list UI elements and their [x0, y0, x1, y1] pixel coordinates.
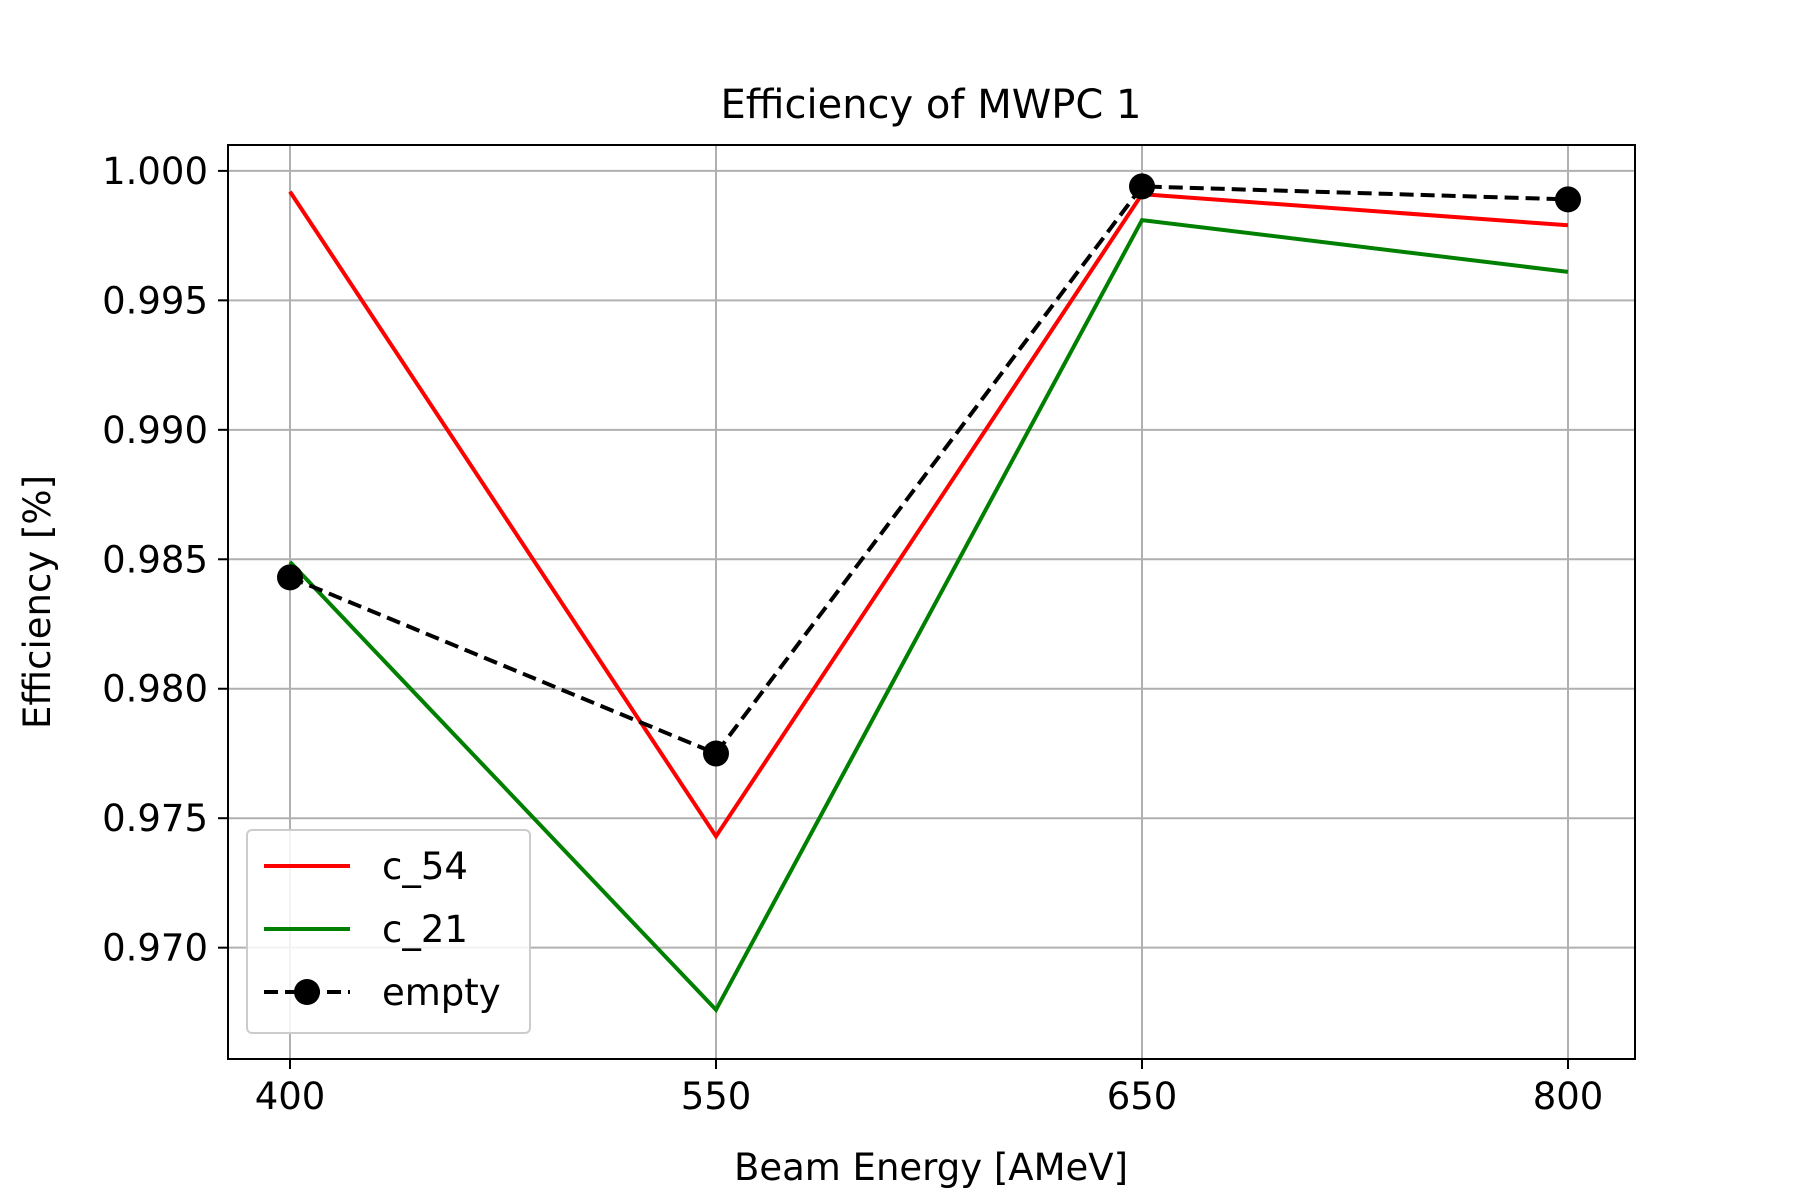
- y-tick-label: 0.975: [102, 797, 208, 840]
- y-tick-label: 0.980: [102, 668, 208, 711]
- y-axis-label: Efficiency [%]: [16, 475, 59, 729]
- x-tick-label: 650: [1107, 1075, 1178, 1118]
- ticks: 400 550 650 800 0.970 0.975 0.980 0.985 0.990 0.9…: [102, 150, 1603, 1118]
- grid: [228, 145, 1635, 1059]
- legend-label-c_54: c_54: [382, 845, 468, 888]
- series-marker-empty: [277, 564, 303, 591]
- x-tick-label: 800: [1533, 1075, 1604, 1118]
- y-tick-label: 0.970: [102, 927, 208, 970]
- series-line-c_21: [288, 217, 1569, 1014]
- y-tick-label: 0.985: [102, 538, 208, 581]
- y-tick-label: 0.995: [102, 279, 208, 322]
- legend-label-empty: empty: [382, 971, 501, 1014]
- plot-frame: [227, 144, 1636, 1060]
- legend-marker-empty: [294, 979, 320, 1005]
- series-marker-empty: [1555, 186, 1581, 213]
- x-tick-label: 400: [255, 1075, 326, 1118]
- legend-box: [246, 829, 531, 1034]
- x-axis-label: Beam Energy [AMeV]: [734, 1146, 1128, 1189]
- series-layer: [277, 173, 1581, 1014]
- x-tick-label: 550: [681, 1075, 752, 1118]
- series-line-c_54: [288, 190, 1569, 840]
- chart-title: Efficiency of MWPC 1: [721, 82, 1142, 128]
- y-tick-label: 0.990: [102, 409, 208, 452]
- series-marker-empty: [703, 740, 729, 767]
- legend-label-c_21: c_21: [382, 908, 468, 951]
- y-tick-label: 1.000: [102, 150, 208, 193]
- series-marker-empty: [1129, 173, 1155, 200]
